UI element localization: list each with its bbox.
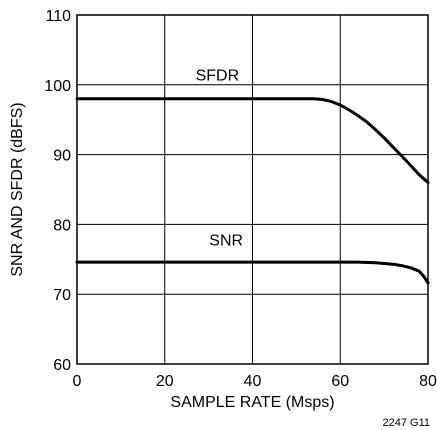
x-tick-label: 20 — [156, 373, 174, 390]
y-tick-label: 110 — [45, 8, 71, 25]
snr-series-line — [75, 260, 430, 285]
sfdr-series-line — [75, 97, 430, 184]
x-tick-label: 60 — [331, 373, 349, 390]
x-axis-label: SAMPLE RATE (Msps) — [170, 394, 334, 411]
figure-id: 2247 G11 — [382, 417, 430, 429]
plot-frame — [76, 14, 429, 365]
y-tick-label: 60 — [53, 357, 71, 374]
y-tick-label: 100 — [44, 78, 71, 95]
y-tick-label: 70 — [53, 287, 71, 304]
x-tick-label: 80 — [419, 373, 437, 390]
x-tick-labels: 0 20 40 60 80 — [73, 373, 437, 390]
sfdr-series-label: SFDR — [196, 68, 240, 85]
x-tick-label: 0 — [73, 373, 82, 390]
y-tick-label: 90 — [53, 148, 71, 165]
y-tick-label: 80 — [53, 217, 71, 234]
snr-series-label: SNR — [209, 232, 243, 249]
grid — [76, 14, 429, 365]
y-axis-label: SNR AND SFDR (dBFS) — [9, 102, 26, 276]
y-tick-labels: 60 70 80 90 100 110 — [44, 8, 71, 374]
x-tick-label: 40 — [244, 373, 262, 390]
series-layer: SFDR SNR — [75, 68, 430, 285]
